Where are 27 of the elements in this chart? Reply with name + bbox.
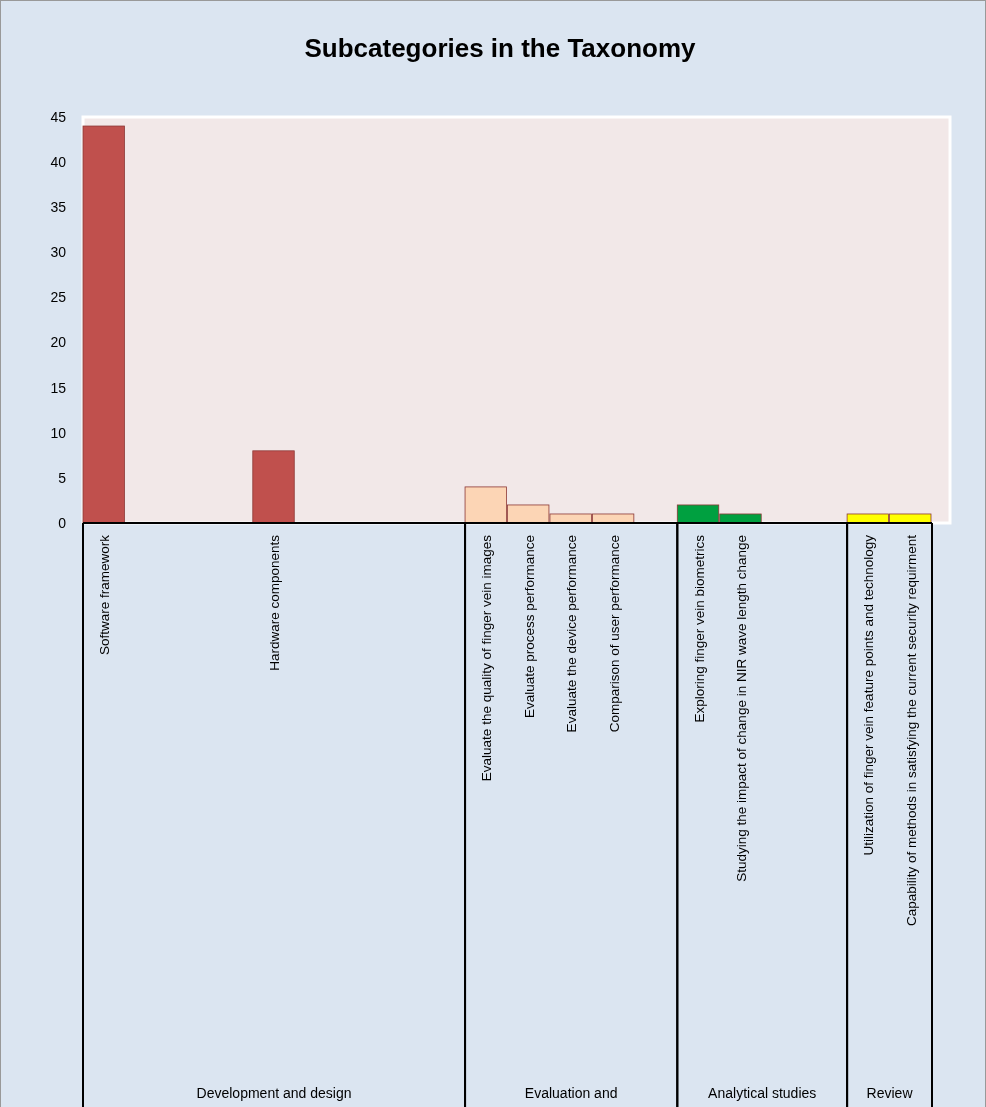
bar	[252, 450, 295, 524]
text: Review	[866, 1085, 914, 1101]
x-tick-label: Utilization of finger vein feature points and technology	[861, 534, 877, 856]
x-tick-label: Capability of methods in satisfying the current security requirment	[903, 534, 919, 926]
y-tick-label: 0	[58, 514, 67, 531]
x-tick-label: Comparison of user performance	[606, 535, 622, 733]
y-tick-label: 15	[50, 379, 67, 396]
bar	[82, 125, 125, 524]
y-tick-label: 30	[50, 244, 67, 261]
y-tick-label: 40	[50, 154, 67, 171]
x-tick-label: Exploring finger vein biometrics	[691, 534, 707, 723]
x-tick-label: Evaluate the device performance	[564, 535, 580, 733]
x-tick-label: Studying the impact of change in NIR wave length change	[733, 535, 749, 882]
y-tick-label: 45	[50, 108, 67, 125]
text: Analytical studies	[708, 1085, 817, 1101]
x-tick-label: Evaluate process performance	[521, 535, 537, 719]
chart-title: Subcategories in the Taxonomy	[304, 33, 697, 63]
y-tick-label: 35	[50, 199, 67, 216]
y-tick-label: 25	[50, 289, 67, 306]
y-tick-label: 5	[58, 469, 67, 486]
text: Development and design	[196, 1085, 352, 1101]
y-tick-label: 10	[50, 424, 67, 441]
x-tick-label: Hardware components	[267, 534, 283, 671]
x-tick-label: Software framework	[97, 534, 113, 656]
x-tick-label: Evaluate the quality of finger vein images	[479, 534, 495, 782]
text: Evaluation and	[524, 1085, 618, 1101]
y-tick-label: 20	[50, 334, 67, 351]
